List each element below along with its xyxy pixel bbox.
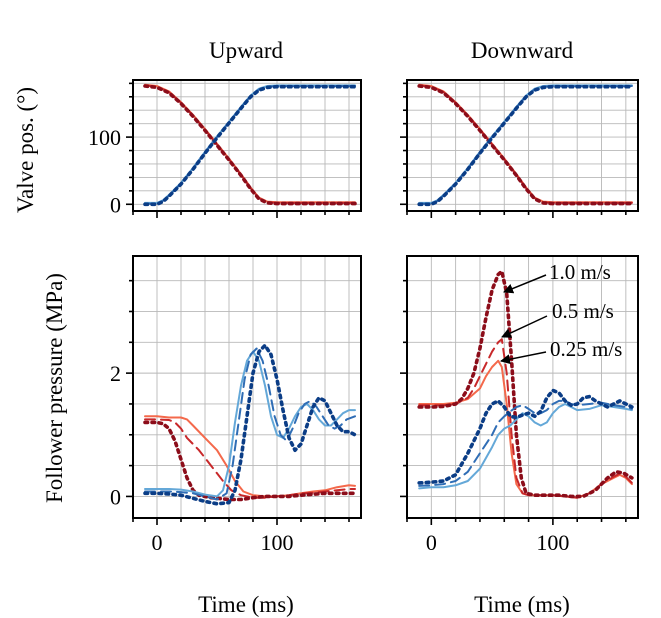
series-blue-0-25-m-s [418, 403, 633, 490]
panel-downward-pressure: 0 100 [400, 255, 639, 555]
annotation-label-0-5: 0.5 m/s [552, 299, 614, 323]
panel-upward-valve: 0 100 [88, 79, 362, 218]
series-red-0-5-m-s [418, 338, 633, 499]
series-group [143, 343, 357, 506]
annotation-arrow-0-5 [501, 315, 548, 338]
series-blue-0-25-m-s [144, 350, 356, 498]
annotation-label-0-25: 0.25 m/s [550, 337, 622, 361]
series-red-0-25-m-s [418, 359, 633, 499]
xlabel-upward: Time (ms) [198, 592, 294, 617]
series-red-1-0-m-s [143, 84, 357, 206]
y-tick-label: 0 [110, 484, 121, 509]
x-tick-label: 100 [261, 530, 294, 555]
annotation-arrow-0-25 [500, 351, 547, 365]
x-tick-label: 100 [536, 530, 569, 555]
column-title-downward: Downward [471, 38, 574, 63]
y-tick-label: 100 [88, 125, 121, 150]
x-tick-label: 0 [426, 530, 437, 555]
series-red-1-0-m-s [143, 420, 357, 502]
series-blue-1-0-m-s [417, 388, 634, 485]
y-tick-label: 2 [110, 361, 121, 386]
axes-frame [406, 255, 639, 519]
series-group [143, 83, 357, 207]
grid [133, 256, 361, 518]
panel-downward-valve [400, 79, 639, 218]
series-blue-1-0-m-s [143, 343, 357, 506]
y-tick-label: 0 [110, 192, 121, 217]
grid [407, 80, 638, 211]
series-group [417, 269, 634, 499]
axes-frame [132, 79, 362, 212]
x-tick-label: 0 [152, 530, 163, 555]
series-blue-0-5-m-s [418, 399, 633, 487]
series-blue-0-5-m-s [144, 347, 356, 501]
ylabel-follower-pressure: Follower pressure (MPa) [42, 273, 67, 503]
series-red-0-25-m-s [144, 415, 356, 498]
xlabel-downward: Time (ms) [474, 592, 570, 617]
ylabel-valve-position: Valve pos. (°) [13, 87, 38, 213]
series-red-0-25-m-s [144, 83, 356, 204]
axes-frame [132, 255, 362, 519]
panel-upward-pressure: 0 100 0 2 [110, 255, 362, 555]
axes-frame [406, 79, 639, 212]
annotation-arrow-1-0 [503, 274, 547, 294]
series-red-1-0-m-s [417, 84, 634, 206]
grid [407, 256, 638, 518]
annotation-label-1-0: 1.0 m/s [549, 260, 611, 284]
series-red-1-0-m-s [417, 269, 634, 499]
series-blue-1-0-m-s [417, 84, 634, 207]
series-red-0-5-m-s [144, 418, 356, 499]
column-title-upward: Upward [209, 38, 284, 63]
grid [133, 80, 361, 211]
series-blue-1-0-m-s [143, 84, 357, 207]
annotations: 1.0 m/s 0.5 m/s 0.25 m/s [500, 260, 622, 365]
series-group [417, 83, 634, 207]
series-red-0-25-m-s [418, 83, 633, 204]
